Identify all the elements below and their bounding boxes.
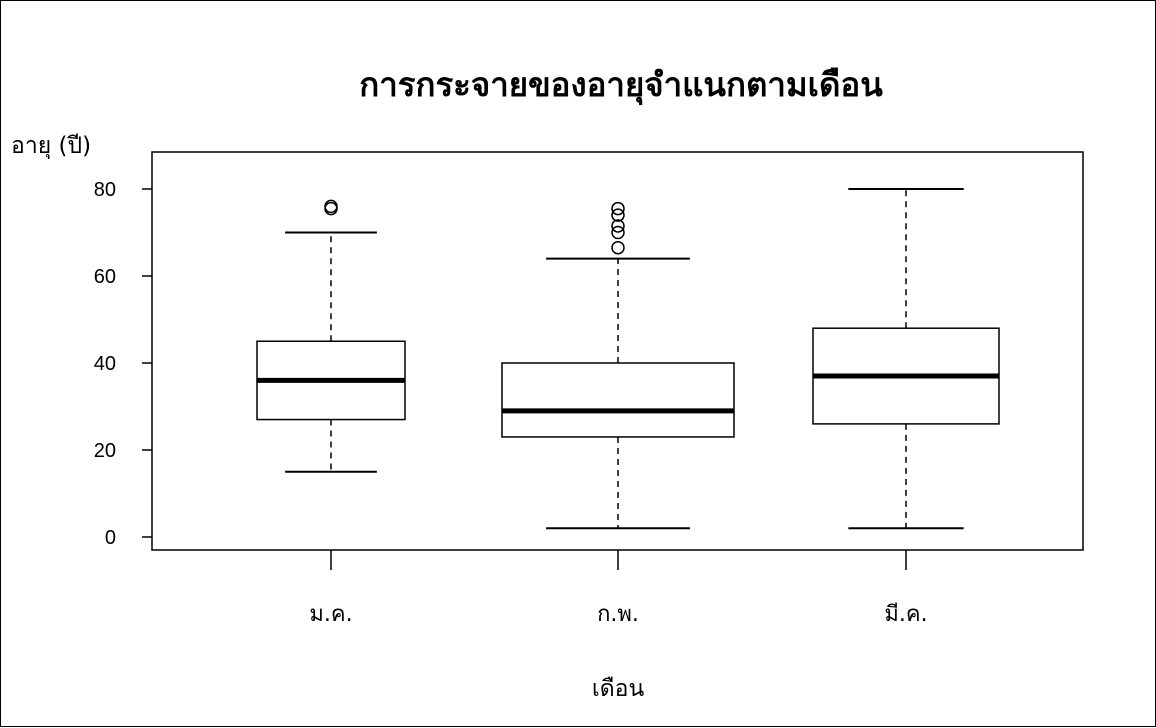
outlier-point: [611, 225, 625, 240]
y-tick-label: 0: [105, 527, 116, 549]
box-3: [812, 188, 1000, 530]
y-tick-label: 80: [94, 179, 116, 201]
outlier-point: [324, 199, 338, 214]
x-axis: ม.ค. ก.พ. มี.ค.: [309, 550, 928, 627]
y-axis-label: อายุ (ปี): [11, 133, 91, 159]
y-tick-label: 40: [94, 353, 116, 375]
box-2: [501, 201, 735, 530]
x-axis-label: เดือน: [592, 676, 645, 702]
box-1: [256, 199, 406, 473]
iqr-box: [501, 362, 735, 438]
box-group: [256, 188, 1000, 530]
y-tick-label: 20: [94, 440, 116, 462]
y-tick-label: 60: [94, 266, 116, 288]
x-tick-label: มี.ค.: [884, 602, 927, 627]
x-tick-label: ก.พ.: [597, 602, 639, 627]
outlier-point: [611, 201, 625, 216]
outlier-point: [611, 219, 625, 233]
outlier-point: [611, 240, 625, 255]
outlier-point: [611, 208, 625, 222]
y-axis: 0 20 40 60 80: [94, 179, 152, 549]
x-tick-label: ม.ค.: [309, 602, 352, 627]
chart-title: การกระจายของอายุจำแนกตามเดือน: [359, 65, 883, 106]
